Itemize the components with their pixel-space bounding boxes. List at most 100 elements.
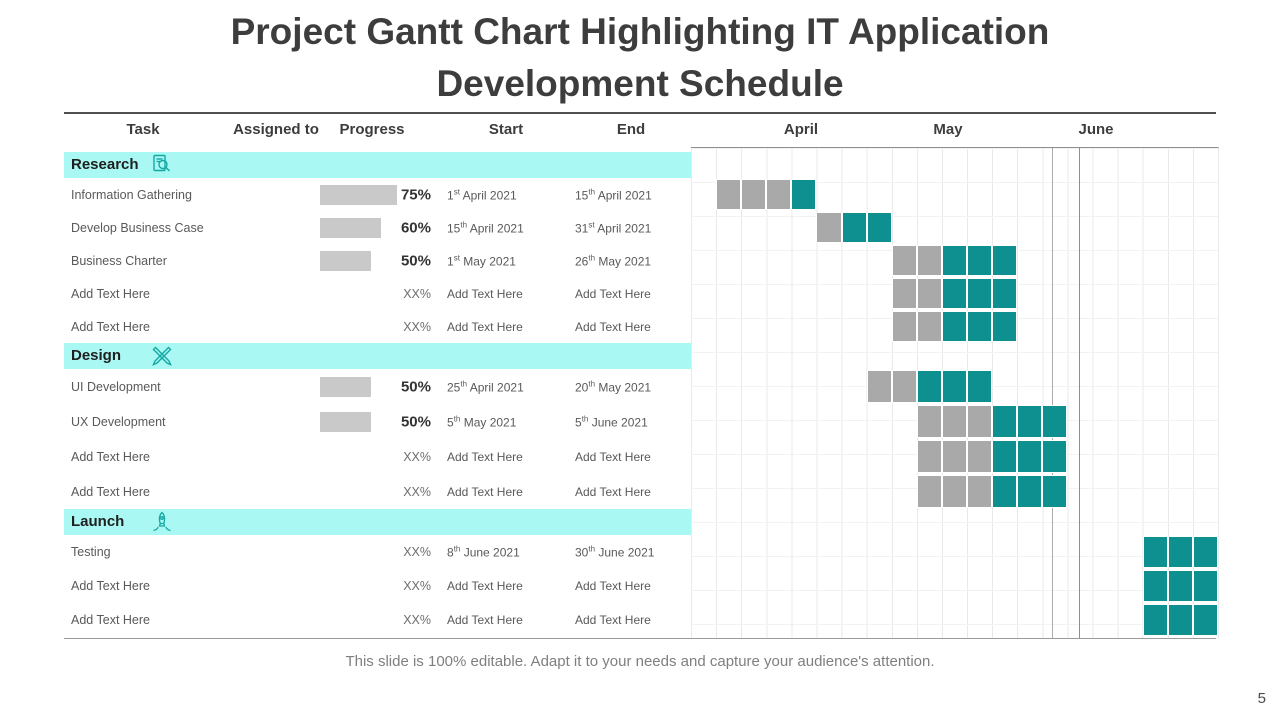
progress-value[interactable]: XX%	[403, 579, 431, 593]
task-name: Develop Business Case	[71, 220, 204, 235]
start-date: 5th May 2021	[447, 414, 517, 429]
task-name[interactable]: Add Text Here	[71, 579, 150, 593]
progress-bar	[320, 250, 371, 271]
gantt-cell-gray	[967, 475, 993, 508]
task-row: Business Charter 50% 1st May 2021 26th May …	[64, 244, 1216, 277]
rocket-launch-icon	[150, 510, 174, 534]
gantt-gridline-dark-2	[1079, 148, 1080, 639]
column-header-assigned-to: Assigned to	[233, 121, 319, 138]
start-date[interactable]: Add Text Here	[447, 613, 523, 627]
gantt-cell-teal	[1042, 475, 1068, 508]
gantt-cell-gray	[916, 405, 942, 438]
gantt-cell-teal	[1167, 536, 1193, 568]
gantt-cell-teal	[1017, 475, 1043, 508]
gantt-cell-teal	[1192, 604, 1218, 636]
end-date[interactable]: Add Text Here	[575, 613, 651, 627]
end-date: 15th April 2021	[575, 187, 652, 202]
start-date[interactable]: Add Text Here	[447, 579, 523, 593]
gantt-cell-gray	[866, 370, 892, 403]
task-name: Information Gathering	[71, 187, 192, 202]
end-date: 20th May 2021	[575, 379, 652, 394]
gantt-cell-gray	[741, 179, 767, 210]
gantt-cell-gray	[916, 475, 942, 508]
end-date[interactable]: Add Text Here	[575, 319, 651, 334]
gantt-cell-gray	[716, 179, 742, 210]
task-row: Add Text Here XX% Add Text Here Add Text He…	[64, 439, 1216, 474]
column-header-end: End	[616, 121, 646, 138]
task-name: Testing	[71, 545, 111, 559]
progress-value[interactable]: XX%	[403, 319, 431, 334]
table-top-border	[64, 112, 1216, 114]
task-row: UX Development 50% 5th May 2021 5th June 20…	[64, 404, 1216, 439]
task-name[interactable]: Add Text Here	[71, 484, 150, 499]
gantt-cell-teal	[992, 278, 1018, 309]
end-date[interactable]: Add Text Here	[575, 286, 651, 301]
progress-value[interactable]: XX%	[403, 449, 431, 464]
gantt-cell-gray	[891, 278, 917, 309]
task-name[interactable]: Add Text Here	[71, 319, 150, 334]
gantt-cell-teal	[992, 440, 1018, 473]
progress-value: 50%	[400, 252, 431, 269]
gantt-cell-teal	[967, 311, 993, 342]
progress-bar	[320, 376, 371, 397]
gantt-cell-teal	[992, 245, 1018, 276]
gantt-bar	[1142, 570, 1218, 602]
gantt-cell-teal	[1192, 570, 1218, 602]
start-date: 15th April 2021	[447, 220, 524, 235]
end-date: 31st April 2021	[575, 220, 652, 235]
gantt-cell-teal	[941, 370, 968, 403]
month-header-june: June	[1078, 121, 1114, 138]
end-date[interactable]: Add Text Here	[575, 579, 651, 593]
start-date[interactable]: Add Text Here	[447, 484, 523, 499]
column-header-task: Task	[126, 121, 160, 138]
crossed-pencils-icon	[150, 344, 174, 368]
start-date[interactable]: Add Text Here	[447, 449, 523, 464]
gantt-cell-gray	[916, 245, 942, 276]
gantt-bar	[916, 405, 1068, 438]
gantt-gridline-dark-1	[1052, 148, 1053, 639]
table-body: Research Information Gathering 75% 1st Apri…	[64, 147, 1219, 639]
gantt-cell-teal	[967, 278, 993, 309]
start-date[interactable]: Add Text Here	[447, 319, 523, 334]
start-date[interactable]: Add Text Here	[447, 286, 523, 301]
document-magnifier-icon	[150, 153, 174, 177]
gantt-cell-gray	[816, 212, 842, 243]
progress-value[interactable]: XX%	[403, 613, 431, 627]
task-row: Information Gathering 75% 1st April 2021 15…	[64, 178, 1216, 211]
task-name: Business Charter	[71, 253, 167, 268]
gantt-bar	[891, 278, 1018, 309]
section-band-highlight	[64, 509, 691, 535]
progress-value: 75%	[400, 186, 431, 203]
gantt-rows: Research Information Gathering 75% 1st Apri…	[64, 147, 1218, 638]
section-band-research: Research	[64, 152, 1216, 178]
month-header-april: April	[783, 121, 819, 138]
section-label: Design	[71, 347, 122, 364]
gantt-cell-teal	[1142, 536, 1168, 568]
gantt-bar	[891, 245, 1018, 276]
progress-value[interactable]: XX%	[403, 286, 431, 301]
end-date[interactable]: Add Text Here	[575, 449, 651, 464]
task-name[interactable]: Add Text Here	[71, 613, 150, 627]
column-header-progress: Progress	[339, 121, 405, 138]
task-row: UI Development 50% 25th April 2021 20th May…	[64, 369, 1216, 404]
end-date: 30th June 2021	[575, 544, 655, 560]
footer-note: This slide is 100% editable. Adapt it to…	[345, 653, 935, 670]
task-row: Add Text Here XX% Add Text Here Add Text He…	[64, 603, 1218, 637]
start-date: 1st April 2021	[447, 187, 517, 202]
gantt-cell-teal	[941, 278, 968, 309]
progress-value[interactable]: XX%	[403, 545, 431, 559]
gantt-bar	[1142, 604, 1218, 636]
progress-value: 60%	[400, 219, 431, 236]
gantt-cell-gray	[891, 370, 917, 403]
task-name[interactable]: Add Text Here	[71, 449, 150, 464]
task-name[interactable]: Add Text Here	[71, 286, 150, 301]
gantt-cell-teal	[1017, 440, 1043, 473]
gantt-cell-gray	[916, 311, 942, 342]
progress-value[interactable]: XX%	[403, 484, 431, 499]
gantt-cell-teal	[992, 405, 1018, 438]
end-date[interactable]: Add Text Here	[575, 484, 651, 499]
page-title: Project Gantt Chart Highlighting IT Appl…	[0, 6, 1280, 110]
section-band-launch: Launch	[64, 509, 1216, 535]
month-header-may: May	[933, 121, 963, 138]
